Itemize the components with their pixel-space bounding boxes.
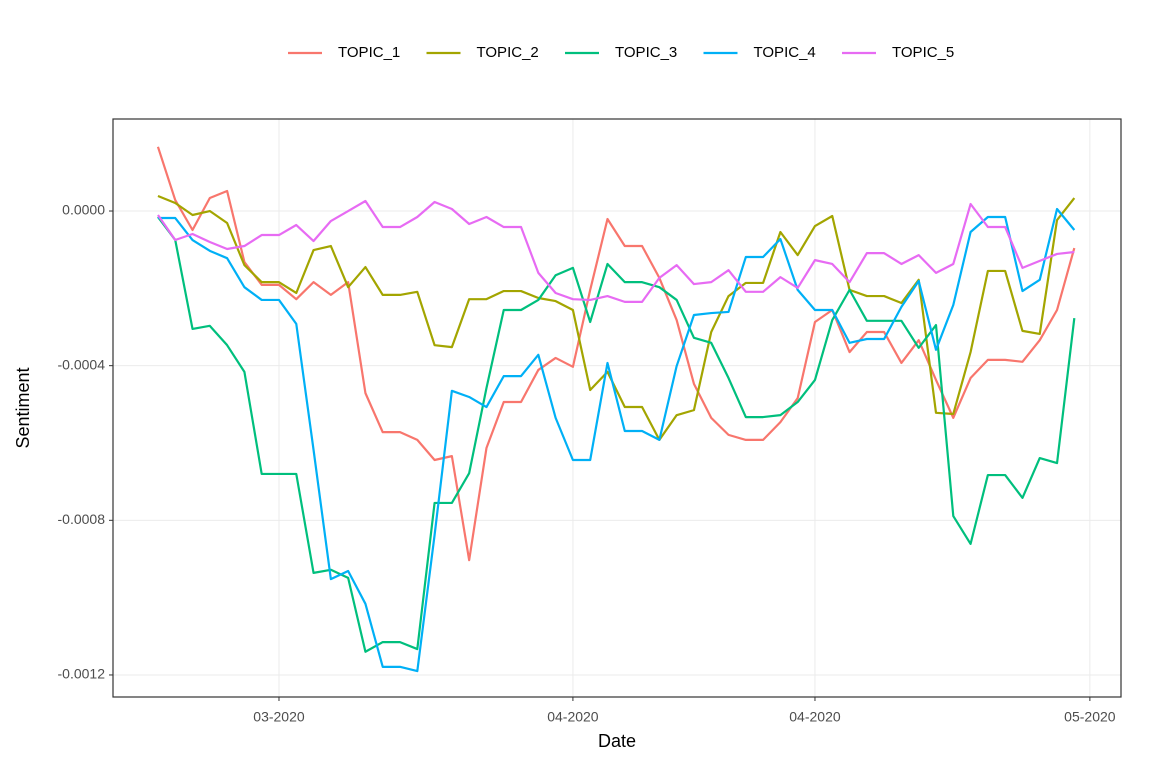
x-tick-label: 04-2020: [789, 709, 841, 725]
legend-label: TOPIC_3: [615, 44, 677, 61]
plot-border: [112, 118, 1122, 698]
legend-label: TOPIC_2: [477, 44, 539, 61]
legend-label: TOPIC_4: [754, 44, 816, 61]
y-tick-label: -0.0008: [58, 511, 106, 527]
y-tick-label: -0.0004: [58, 356, 106, 372]
x-tick-label: 04-2020: [547, 709, 599, 725]
x-axis-title: Date: [598, 731, 636, 751]
line-series: [157, 216, 1076, 653]
legend-label: TOPIC_5: [892, 44, 954, 61]
line-series: [157, 195, 1076, 441]
legend-label: TOPIC_1: [338, 44, 400, 61]
y-axis-title: Sentiment: [13, 367, 33, 448]
line-series: [156, 146, 1076, 562]
x-tick-label: 05-2020: [1064, 709, 1116, 725]
y-tick-label: 0.0000: [62, 202, 105, 218]
line-series: [157, 199, 1075, 303]
line-series: [157, 207, 1076, 673]
y-tick-label: -0.0012: [58, 666, 106, 682]
x-tick-label: 03-2020: [253, 709, 305, 725]
